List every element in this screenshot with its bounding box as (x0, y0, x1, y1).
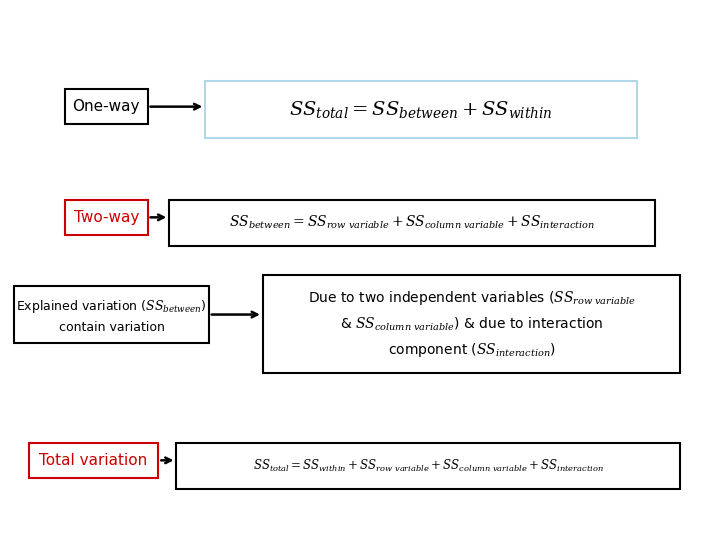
FancyBboxPatch shape (205, 81, 637, 138)
Text: Due to two independent variables ($SS_{row\ variable}$: Due to two independent variables ($SS_{r… (307, 289, 636, 307)
Text: One-way: One-way (73, 99, 140, 114)
FancyBboxPatch shape (176, 443, 680, 489)
FancyBboxPatch shape (14, 286, 209, 343)
Text: $SS_{total} = SS_{within} + SS_{row\ variable} + SS_{column\ variable} + SS_{int: $SS_{total} = SS_{within} + SS_{row\ var… (253, 458, 604, 474)
Text: Total variation: Total variation (40, 453, 148, 468)
FancyBboxPatch shape (65, 200, 148, 235)
Text: component ($SS_{interaction}$): component ($SS_{interaction}$) (387, 341, 556, 359)
FancyBboxPatch shape (169, 200, 655, 246)
Text: Explained variation ($SS_{between}$): Explained variation ($SS_{between}$) (17, 298, 207, 314)
FancyBboxPatch shape (29, 443, 158, 478)
Text: & $SS_{column\ variable}$) & due to interaction: & $SS_{column\ variable}$) & due to inte… (340, 315, 603, 333)
Text: contain variation: contain variation (58, 321, 165, 334)
FancyBboxPatch shape (65, 89, 148, 124)
Text: $SS_{total} = SS_{between} + SS_{within}$: $SS_{total} = SS_{between} + SS_{within}… (289, 99, 553, 120)
Text: Two-way: Two-way (73, 210, 139, 225)
FancyBboxPatch shape (263, 275, 680, 373)
Text: $SS_{between} = SS_{row\ variable} + SS_{column\ variable} + SS_{interaction}$: $SS_{between} = SS_{row\ variable} + SS_… (229, 214, 595, 232)
